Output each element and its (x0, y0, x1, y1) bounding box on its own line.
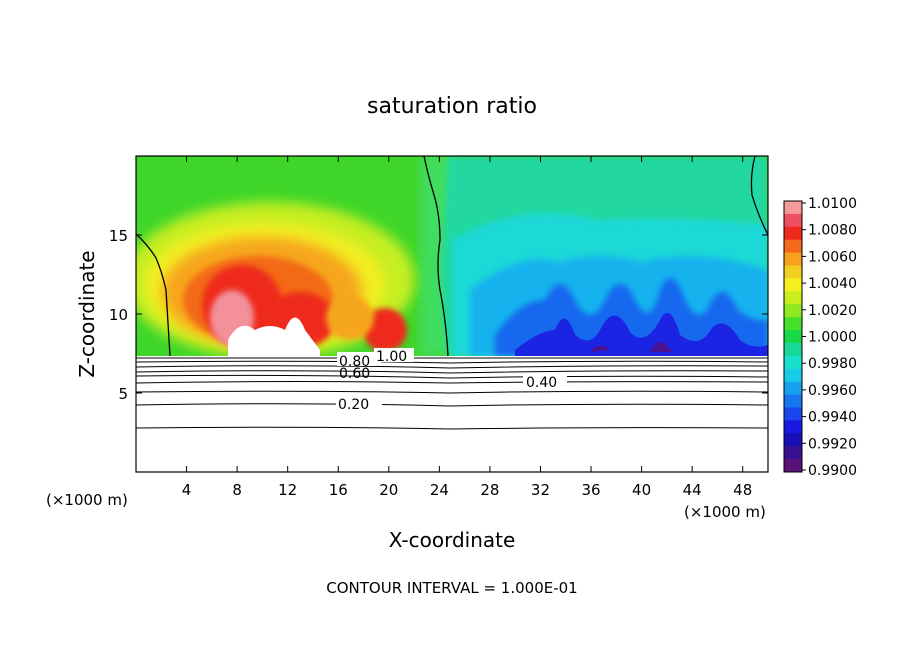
colorbar-swatch (784, 317, 802, 331)
colorbar-tick-label: 1.0100 (808, 196, 857, 212)
y-tick-label: 10 (109, 306, 128, 324)
colorbar-swatch (784, 381, 802, 396)
saturation-field (136, 156, 768, 356)
colorbar-tick-label: 1.0060 (808, 249, 857, 265)
x-tick-label: 20 (379, 481, 398, 499)
colorbar-tick-label: 1.0020 (808, 303, 857, 319)
contour-label: 1.00 (376, 349, 407, 365)
below-cloud-region: 1.00 0.80 0.60 0.40 0.20 (135, 348, 769, 472)
colorbar-swatch (784, 433, 802, 447)
y-axis: 5 10 15 (109, 227, 768, 403)
unity-contour (750, 156, 768, 236)
x-axis-label: X-coordinate (389, 528, 516, 552)
x-tick-label: 40 (632, 481, 651, 499)
colorbar-swatch (784, 265, 802, 279)
y-tick-label: 5 (118, 385, 128, 403)
unity-contour (423, 156, 449, 356)
colorbar-swatch (784, 394, 802, 408)
colorbar-swatch (784, 291, 802, 305)
x-tick-label: 4 (182, 481, 192, 499)
x-tick-label: 8 (232, 481, 242, 499)
colorbar-swatch (784, 239, 802, 254)
colorbar-swatch (784, 330, 802, 344)
colorbar-tick-label: 0.9940 (808, 410, 857, 426)
x-tick-label: 24 (430, 481, 449, 499)
colorbar-swatch (784, 304, 802, 318)
colorbar-tick-label: 1.0080 (808, 223, 857, 239)
x-tick-label: 44 (683, 481, 702, 499)
colorbar-tick-label: 0.9980 (808, 356, 857, 372)
colorbar-tick-label: 1.0040 (808, 276, 857, 292)
x-unit-label-left: (×1000 m) (46, 491, 128, 509)
colorbar-swatch (784, 446, 802, 460)
x-axis: 4 8 12 16 20 24 28 32 36 40 44 48 (182, 156, 752, 499)
colorbar-swatch (784, 278, 802, 292)
colorbar-tick-label: 0.9900 (808, 463, 857, 479)
colorbar-tick-label: 0.9920 (808, 436, 857, 452)
colorbar-swatch (784, 459, 802, 473)
colorbar-swatch (784, 342, 802, 357)
colorbar: 1.0100 1.0080 1.0060 1.0040 1.0020 1.0000 0.99… (783, 196, 857, 479)
unity-contour (136, 233, 171, 356)
contour-interval-footer: CONTOUR INTERVAL = 1.000E-01 (326, 579, 577, 597)
contour-label: 0.20 (338, 397, 369, 413)
colorbar-tick-label: 0.9960 (808, 383, 857, 399)
chart-title: saturation ratio (367, 94, 537, 119)
y-tick-label: 15 (109, 227, 128, 245)
contour-label: 0.60 (339, 366, 370, 382)
colorbar-tick-label: 1.0000 (808, 330, 857, 346)
colorbar-swatch (784, 201, 802, 215)
x-tick-label: 16 (329, 481, 348, 499)
contour-label: 0.40 (526, 375, 557, 391)
colorbar-swatch (784, 226, 802, 241)
x-tick-label: 36 (581, 481, 600, 499)
colorbar-swatch (784, 213, 802, 228)
y-axis-label: Z-coordinate (75, 250, 99, 377)
contour-label: 0.80 (339, 354, 370, 370)
colorbar-swatch (784, 252, 802, 267)
colorbar-swatch (784, 407, 802, 421)
colorbar-swatch (784, 368, 802, 383)
x-tick-label: 48 (733, 481, 752, 499)
colorbar-swatch (784, 420, 802, 434)
colorbar-swatch (784, 355, 802, 370)
x-unit-label-right: (×1000 m) (684, 503, 766, 521)
x-tick-label: 32 (531, 481, 550, 499)
x-tick-label: 12 (278, 481, 297, 499)
x-tick-label: 28 (480, 481, 499, 499)
